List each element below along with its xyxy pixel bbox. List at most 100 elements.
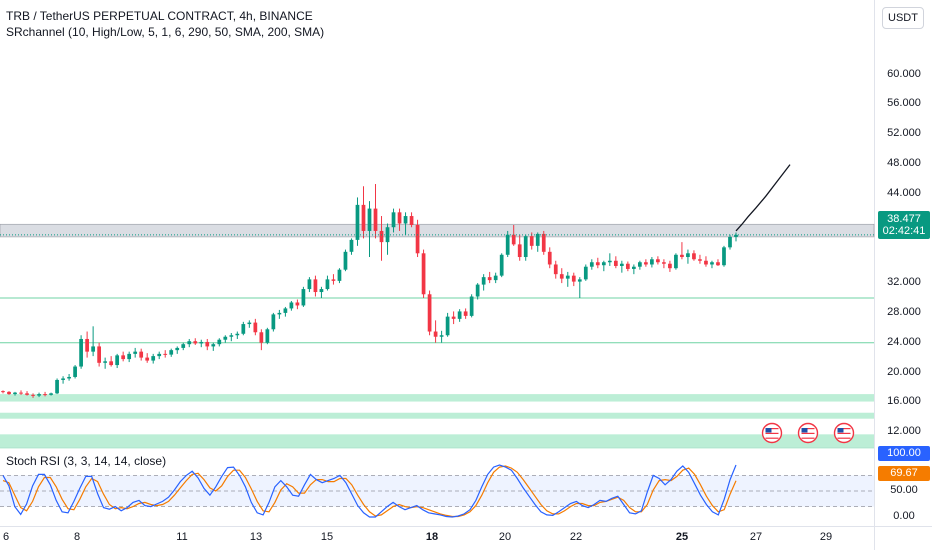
price-axis-label: 44.000	[887, 186, 921, 199]
candle-body	[25, 393, 29, 395]
candle-body	[451, 316, 456, 319]
candle-body	[331, 279, 336, 281]
candle-body	[373, 208, 378, 231]
candle-body	[37, 394, 41, 396]
candle-body	[151, 356, 156, 361]
candle-body	[223, 336, 228, 340]
candle-body	[475, 284, 480, 297]
candle-body	[704, 260, 708, 265]
candle-body	[229, 335, 234, 337]
candle-body	[313, 279, 318, 293]
candle-body	[253, 322, 258, 333]
candle-body	[692, 253, 696, 260]
support-zone	[0, 434, 874, 449]
candle-body	[601, 262, 606, 266]
candle-body	[487, 277, 492, 281]
us-flag-icon	[797, 422, 819, 444]
current-price-value: 38.477	[887, 213, 921, 225]
candle-body	[463, 311, 468, 316]
price-axis-label: 20.000	[887, 365, 921, 378]
candle-body	[337, 269, 342, 281]
candle-body	[421, 253, 426, 295]
candle-body	[19, 392, 23, 394]
price-axis-label: 52.000	[887, 127, 921, 140]
price-axis-label: 48.000	[887, 156, 921, 169]
candle-body	[349, 239, 354, 252]
stoch-k-tag: 100.00	[878, 446, 930, 461]
currency-button[interactable]: USDT	[882, 7, 924, 29]
candle-body	[409, 216, 414, 225]
candle-body	[217, 339, 222, 345]
candle-body	[656, 259, 660, 263]
price-axis-label: 56.000	[887, 97, 921, 110]
candle-body	[91, 346, 95, 352]
projection-line	[735, 164, 791, 232]
oscillator-axis-label: 50.00	[890, 484, 918, 496]
candle-body	[109, 361, 114, 366]
candle-body	[115, 355, 120, 366]
candle-body	[193, 341, 198, 344]
candle-body	[650, 259, 654, 265]
time-axis-label: 11	[176, 531, 188, 543]
indicator-legend[interactable]: SRchannel (10, High/Low, 5, 1, 6, 290, 5…	[6, 25, 325, 39]
candle-body	[43, 394, 47, 396]
candle-body	[668, 263, 672, 269]
candle-body	[73, 366, 77, 377]
chart-title: TRB / TetherUS PERPETUAL CONTRACT, 4h, B…	[6, 9, 313, 23]
candle-body	[607, 260, 612, 263]
candle-body	[541, 233, 546, 252]
candle-body	[139, 351, 144, 358]
countdown-value: 02:42:41	[882, 225, 926, 237]
stoch-k-value: 100.00	[887, 447, 921, 459]
candle-body	[67, 376, 71, 379]
candle-body	[367, 208, 372, 231]
candle-body	[175, 347, 180, 351]
candle-body	[157, 353, 162, 357]
time-axis-label: 13	[249, 531, 263, 543]
candle-body	[523, 236, 528, 258]
candle-body	[79, 338, 83, 367]
candle-body	[716, 262, 720, 266]
candle-body	[728, 236, 732, 248]
candle-body	[638, 262, 642, 267]
candle-body	[427, 294, 432, 332]
candle-body	[710, 262, 714, 265]
oscillator-legend[interactable]: Stoch RSI (3, 3, 14, 14, close)	[6, 454, 167, 468]
candle-body	[247, 322, 252, 325]
candle-body	[283, 308, 288, 313]
candle-body	[265, 329, 270, 343]
candle-body	[325, 279, 330, 290]
candle-body	[403, 216, 408, 224]
candle-body	[439, 335, 444, 337]
time-axis-label: 20	[498, 531, 512, 543]
candle-body	[355, 204, 360, 240]
time-axis-label: 25	[675, 531, 689, 543]
candle-body	[121, 355, 126, 360]
candle-body	[595, 262, 600, 266]
support-zone	[0, 412, 874, 419]
candle-body	[559, 274, 564, 279]
candle-body	[97, 346, 101, 363]
price-axis-label: 16.000	[887, 395, 921, 408]
candle-body	[397, 212, 402, 224]
candle-body	[169, 350, 174, 355]
candle-body	[571, 275, 576, 282]
candle-body	[511, 234, 516, 245]
candle-body	[271, 314, 276, 330]
candle-body	[722, 247, 726, 266]
candle-body	[529, 236, 534, 246]
candle-body	[181, 344, 186, 348]
candle-body	[31, 394, 35, 396]
candle-body	[493, 275, 498, 281]
candle-body	[319, 289, 324, 293]
time-axis-label: 18	[425, 531, 439, 543]
price-axis-label: 28.000	[887, 305, 921, 318]
current-price-tag: 38.477 02:42:41	[878, 211, 930, 239]
candle-body	[259, 332, 264, 343]
candle-body	[535, 233, 540, 246]
us-flag-icon	[761, 422, 783, 444]
candle-body	[85, 338, 89, 352]
candle-body	[127, 353, 132, 360]
